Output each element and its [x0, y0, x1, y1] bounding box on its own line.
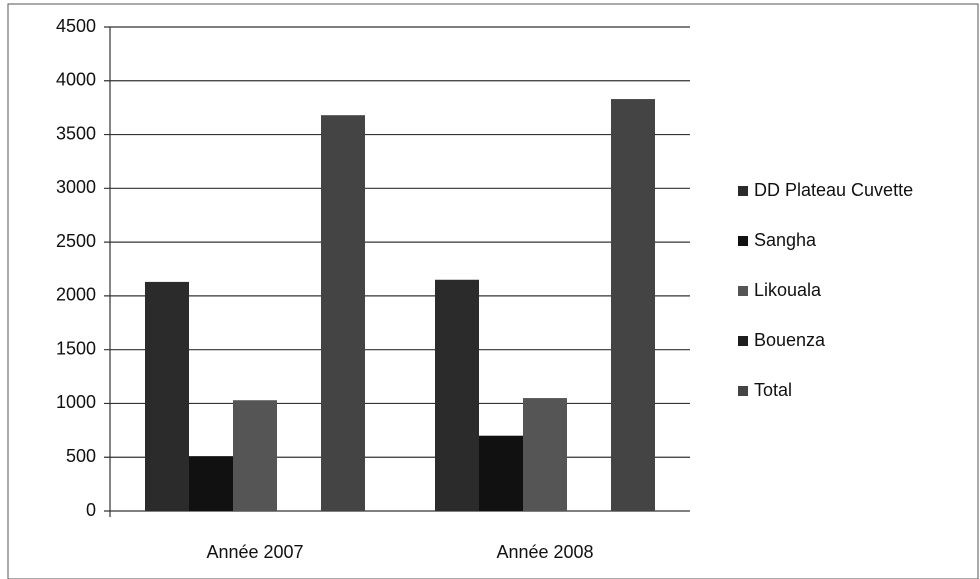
y-tick-label: 3000 [56, 177, 96, 197]
legend-label: Likouala [754, 280, 822, 300]
y-tick-label: 4500 [56, 16, 96, 36]
bar [189, 456, 233, 511]
x-tick-label: Année 2008 [496, 542, 593, 562]
x-tick-label: Année 2007 [206, 542, 303, 562]
y-tick-label: 3500 [56, 123, 96, 143]
bar [479, 435, 523, 511]
bar [321, 115, 365, 511]
y-tick-label: 0 [86, 500, 96, 520]
y-tick-label: 1500 [56, 338, 96, 358]
y-tick-label: 1000 [56, 392, 96, 412]
bar [523, 398, 567, 511]
legend-swatch [738, 186, 748, 196]
legend-swatch [738, 236, 748, 246]
legend-label: Total [754, 380, 792, 400]
chart-border [7, 3, 979, 579]
y-tick-label: 4000 [56, 70, 96, 90]
legend-label: Bouenza [754, 330, 826, 350]
legend-swatch [738, 286, 748, 296]
bar [233, 400, 277, 511]
bar [145, 281, 189, 511]
legend-label: Sangha [754, 230, 817, 250]
legend-swatch [738, 336, 748, 346]
bar [435, 279, 479, 511]
y-tick-label: 2000 [56, 285, 96, 305]
legend-swatch [738, 386, 748, 396]
legend-label: DD Plateau Cuvette [754, 180, 913, 200]
bar [611, 99, 655, 511]
y-tick-label: 2500 [56, 231, 96, 251]
y-tick-label: 500 [66, 446, 96, 466]
